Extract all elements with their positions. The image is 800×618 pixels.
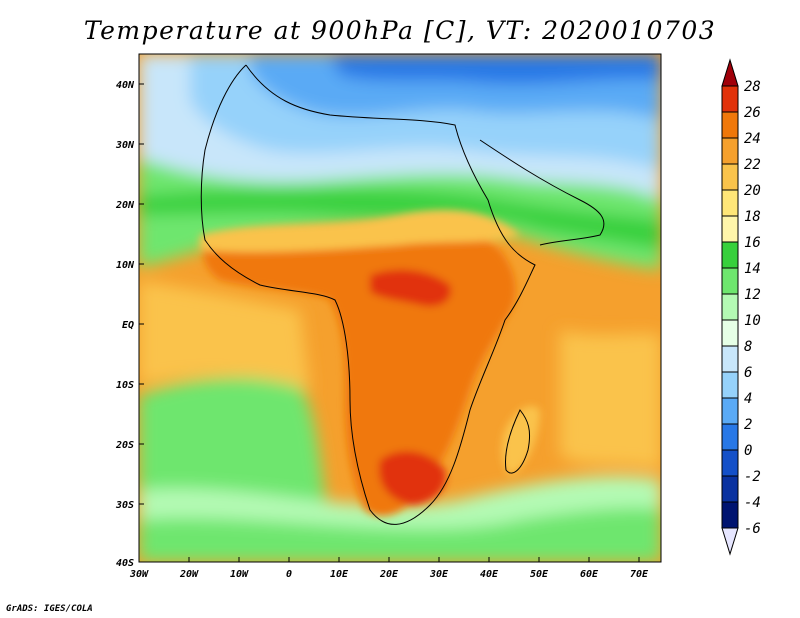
central-africa-hot [370,269,451,307]
colorbar-swatch [721,345,739,373]
lon-tick-label: 70E [630,569,649,580]
map-frame [138,53,662,563]
colorbar-swatch [721,215,739,243]
coastlines [200,64,605,525]
lat-tick-label: 40S [116,558,134,569]
colorbar-swatch [721,137,739,165]
lon-tick-label: 50E [530,569,549,580]
atlantic-warm-band [139,280,310,390]
grads-credit: GrADS: IGES/COLA [6,604,93,614]
madagascar-warm [501,406,540,475]
colorbar-swatch [721,267,739,295]
lat-tick-label: 40N [116,80,135,91]
colorbar-label: 26 [744,105,761,121]
colorbar-swatch [721,501,739,529]
colorbar-swatch [721,319,739,347]
lat-tick-label: 10S [116,380,134,391]
chart-title: Temperature at 900hPa [C], VT: 202001070… [83,16,717,45]
colorbar-label: -6 [744,521,761,537]
temperature-field [139,54,661,562]
colorbar-label: 14 [744,261,761,277]
lon-tick-label: 0 [286,569,292,580]
colorbar-swatch [721,293,739,321]
colorbar-label: -4 [744,495,761,511]
colorbar-swatch [721,397,739,425]
lon-tick-label: 40E [480,569,499,580]
colorbar-label: 28 [744,79,761,95]
colorbar-swatch [721,163,739,191]
lat-tick-label: 30N [115,140,135,151]
colorbar-swatch [721,111,739,139]
colorbar-swatch [721,85,739,113]
latitude-axis: 40N 30N 20N 10N EQ 10S 20S 30S 40S [115,80,144,569]
lon-tick-label: 10W [230,569,249,580]
colorbar-top-arrow [721,58,739,87]
colorbar-label: 10 [744,313,761,329]
colorbar-bottom-arrow [721,527,739,556]
southern-africa-hot [379,451,446,505]
lon-tick-label: 30E [429,569,449,580]
africa-coastline [200,64,536,525]
southern-ocean-green [139,508,661,562]
colorbar-label: -2 [744,469,761,485]
lon-tick-label: 10E [330,569,349,580]
lat-tick-label: 30S [115,500,134,511]
colorbar-label: 12 [744,287,761,303]
lon-tick-label: 20W [179,569,199,580]
lat-tick-label: 20S [115,440,134,451]
lat-tick-label: 20N [115,200,135,211]
lat-tick-label: 10N [116,260,135,271]
colorbar-swatch [721,371,739,399]
madagascar-coastline [505,409,531,474]
colorbar-swatch [721,189,739,217]
green-band-dark [139,189,661,250]
lon-tick-label: 60E [580,569,599,580]
lat-tick-label: EQ [122,320,134,331]
colorbar-swatch [721,423,739,451]
lon-tick-label: 30W [129,569,149,580]
colorbar-label: 16 [744,235,761,251]
sahel-warm-band [200,210,520,253]
colorbar-swatch [721,475,739,503]
colorbar-label: 2 [744,417,752,433]
indian-ocean-warm-band [560,330,661,470]
colorbar-label: 18 [744,209,761,225]
colorbar-label: 24 [744,131,761,147]
colorbar-swatch [721,241,739,269]
north-coldest-blue [330,54,661,85]
colorbar-label: 0 [744,443,752,459]
longitude-axis: 30W 20W 10W 0 10E 20E 30E 40E 50E 60E 70E [129,557,649,580]
colorbar-label: 6 [744,365,752,381]
lon-tick-label: 20E [379,569,399,580]
colorbar-label: 4 [744,391,752,407]
colorbar-label: 22 [744,157,761,173]
colorbar-label: 8 [744,339,752,355]
arabian-coastline [479,139,605,246]
colorbar-swatch [721,449,739,477]
colorbar-label: 20 [744,183,761,199]
